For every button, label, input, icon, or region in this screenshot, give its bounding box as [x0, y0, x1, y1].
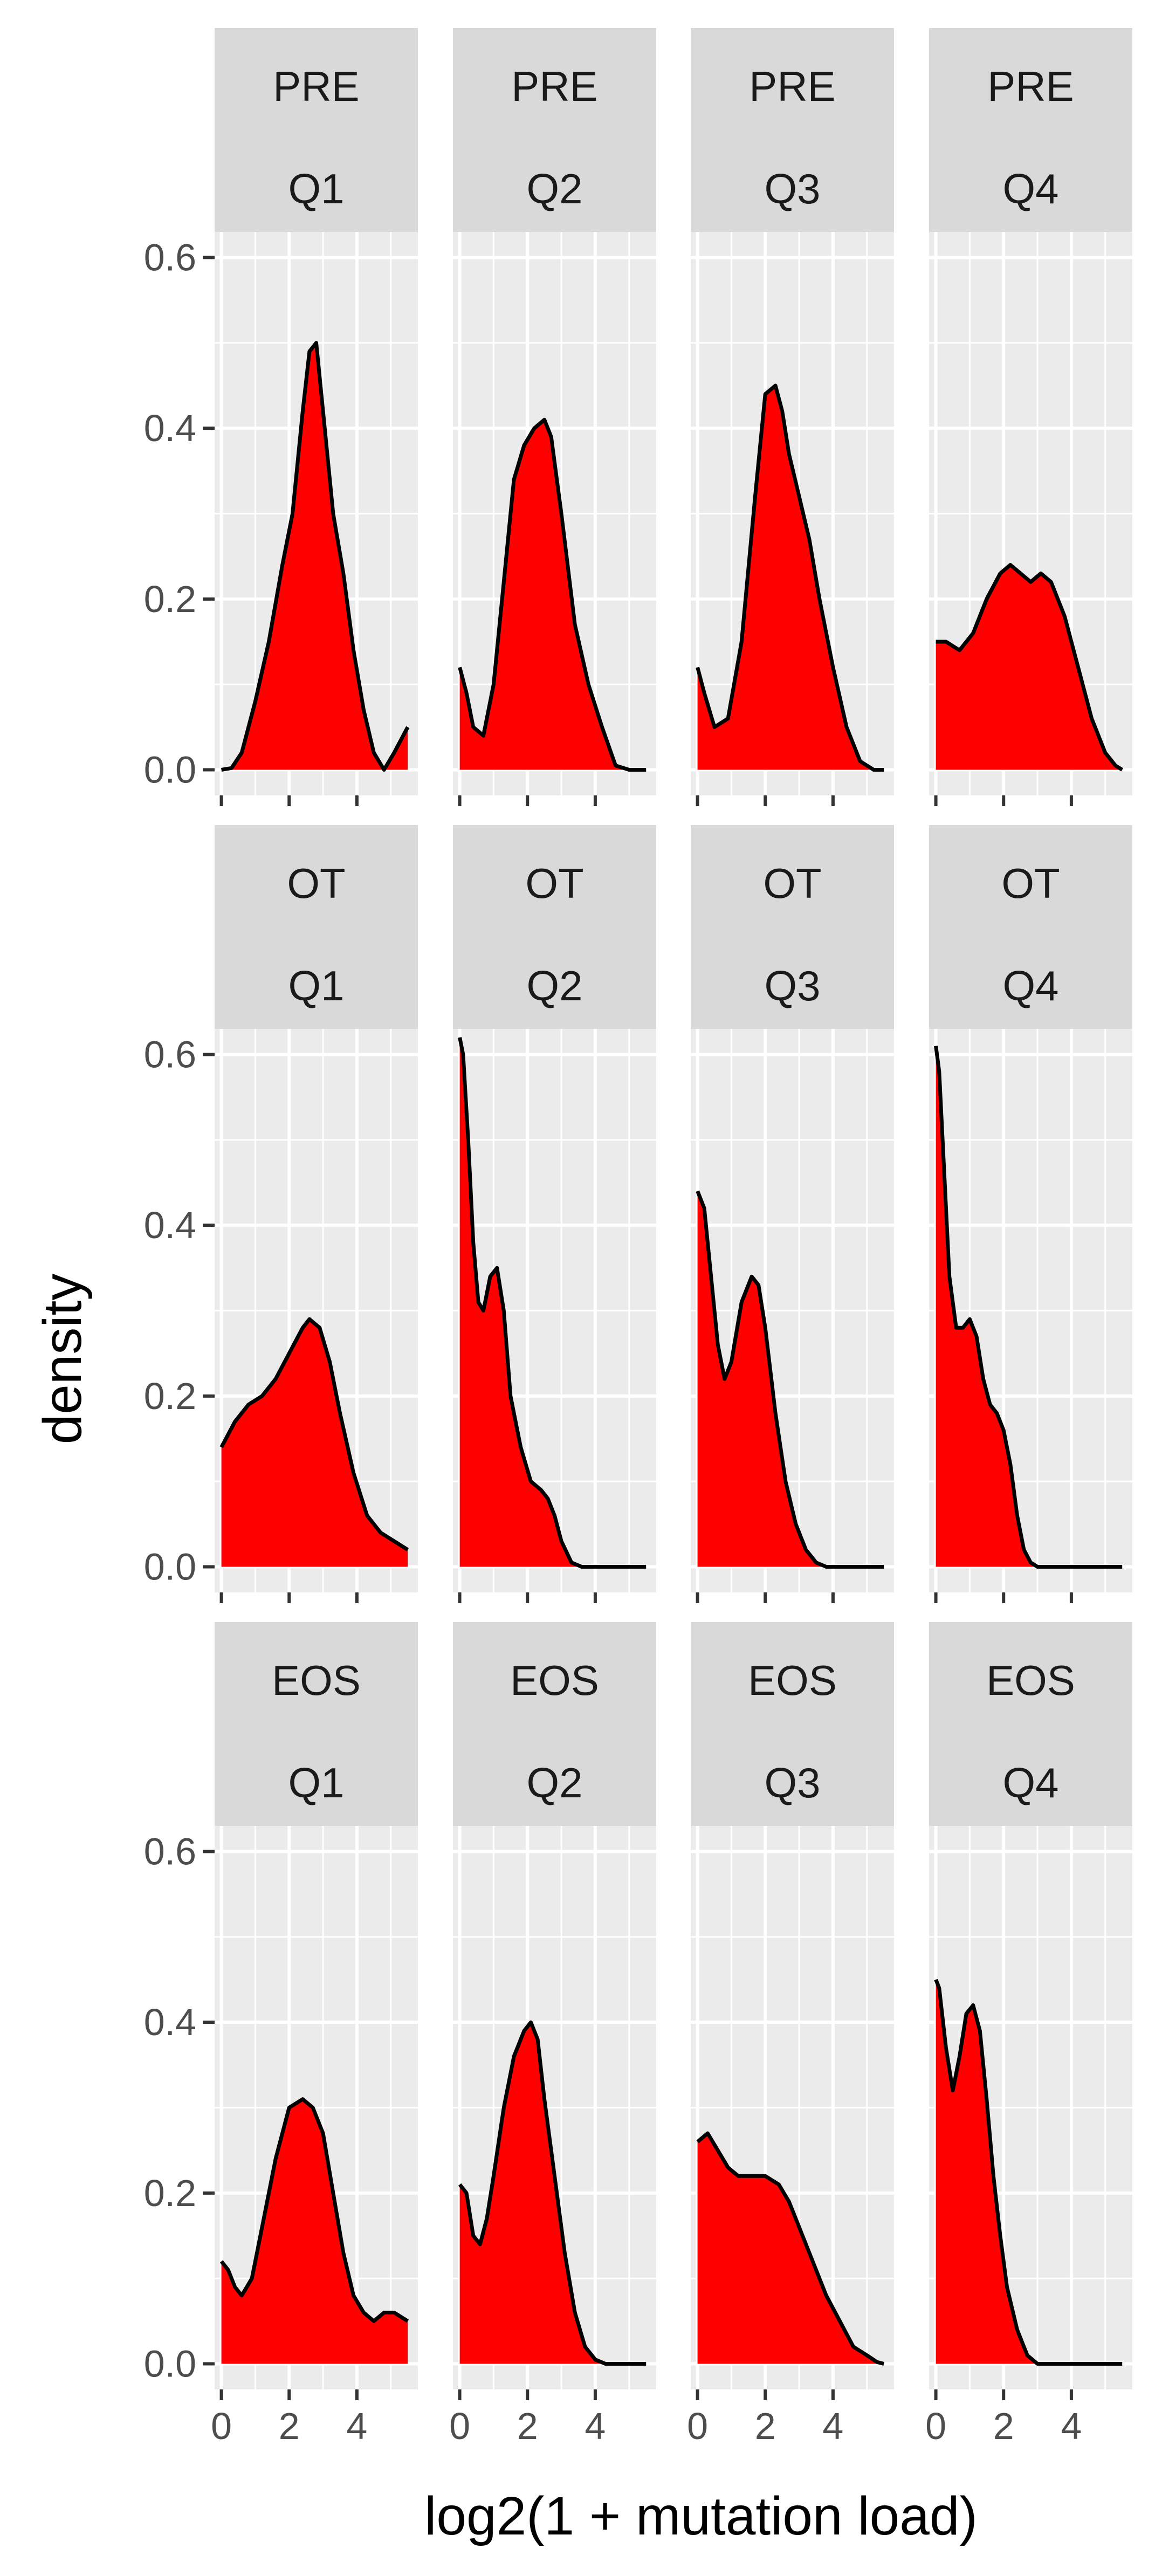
- strip-box: [453, 825, 656, 1029]
- x-tick-label: 2: [755, 2405, 776, 2447]
- strip-box: [215, 1622, 418, 1826]
- density-line: [936, 563, 1124, 772]
- strip-box: [929, 1622, 1132, 1826]
- strip-box: [929, 28, 1132, 232]
- strip-label-col: Q2: [526, 962, 582, 1009]
- x-tick-label: 4: [1061, 2405, 1082, 2447]
- strip-label-row: OT: [763, 860, 821, 907]
- density-area: [459, 1037, 647, 1567]
- density-line: [934, 1046, 1123, 1569]
- strip-label-col: Q3: [764, 1759, 820, 1806]
- strip-label-row: PRE: [511, 63, 597, 110]
- strip-label-row: PRE: [987, 63, 1074, 110]
- y-tick-label: 0.0: [144, 2343, 196, 2385]
- density-area: [459, 2022, 647, 2364]
- x-tick-label: 0: [687, 2405, 708, 2447]
- y-axis-title: density: [32, 1274, 93, 1445]
- strip-box: [691, 825, 894, 1029]
- strip-label-col: Q4: [1002, 1759, 1058, 1806]
- x-axis-title: log2(1 + mutation load): [424, 2486, 978, 2546]
- y-tick-label: 0.4: [144, 1204, 196, 1246]
- x-tick-label: 0: [449, 2405, 470, 2447]
- strip-label-col: Q2: [526, 165, 582, 212]
- strip-box: [453, 1622, 656, 1826]
- density-area: [221, 2099, 408, 2364]
- y-tick-label: 0.2: [144, 2172, 196, 2214]
- strip-label-row: PRE: [749, 63, 835, 110]
- strip-box: [215, 28, 418, 232]
- density-line: [696, 1190, 884, 1569]
- strip-label-row: EOS: [986, 1657, 1075, 1704]
- x-tick-label: 4: [822, 2405, 843, 2447]
- y-tick-label: 0.6: [144, 1034, 196, 1076]
- strip-label-row: OT: [525, 860, 583, 907]
- strip-box: [929, 825, 1132, 1029]
- density-line: [458, 1037, 647, 1569]
- y-tick-label: 0.2: [144, 1375, 196, 1417]
- strip-label-col: Q4: [1002, 165, 1058, 212]
- x-tick-label: 2: [517, 2405, 538, 2447]
- y-tick-label: 0.2: [144, 578, 196, 620]
- y-tick-label: 0.0: [144, 749, 196, 791]
- strip-label-row: PRE: [273, 63, 359, 110]
- density-line: [219, 1317, 409, 1551]
- strip-label-col: Q3: [764, 962, 820, 1009]
- x-tick-label: 2: [993, 2405, 1014, 2447]
- y-tick-label: 0.4: [144, 2001, 196, 2043]
- y-tick-label: 0.6: [144, 237, 196, 279]
- strip-label-col: Q1: [288, 1759, 344, 1806]
- strip-box: [215, 825, 418, 1029]
- strip-box: [453, 28, 656, 232]
- x-tick-label: 0: [211, 2405, 232, 2447]
- strip-label-row: EOS: [748, 1657, 837, 1704]
- density-area: [697, 2133, 884, 2364]
- density-line: [221, 341, 410, 772]
- density-line: [458, 2020, 647, 2366]
- strip-label-col: Q3: [764, 165, 820, 212]
- density-area: [697, 386, 884, 770]
- density-line: [458, 417, 647, 772]
- strip-label-col: Q4: [1002, 962, 1058, 1009]
- x-tick-label: 4: [346, 2405, 367, 2447]
- strip-box: [691, 1622, 894, 1826]
- density-line: [696, 383, 884, 772]
- strip-label-col: Q1: [288, 165, 344, 212]
- density-area: [936, 1046, 1123, 1567]
- x-tick-label: 4: [585, 2405, 606, 2447]
- y-tick-label: 0.6: [144, 1831, 196, 1873]
- strip-label-col: Q1: [288, 962, 344, 1009]
- strip-label-col: Q2: [526, 1759, 582, 1806]
- density-area: [697, 1191, 884, 1567]
- density-area: [221, 1319, 408, 1567]
- x-tick-label: 2: [279, 2405, 300, 2447]
- density-area: [936, 565, 1123, 770]
- y-tick-label: 0.4: [144, 407, 196, 449]
- density-line: [219, 2097, 409, 2323]
- y-tick-label: 0.0: [144, 1546, 196, 1588]
- x-tick-label: 0: [925, 2405, 946, 2447]
- strip-box: [691, 28, 894, 232]
- strip-label-row: OT: [287, 860, 345, 907]
- density-line: [934, 1979, 1123, 2366]
- density-area: [459, 420, 647, 770]
- strip-label-row: EOS: [272, 1657, 361, 1704]
- density-line: [696, 2131, 885, 2366]
- strip-label-row: EOS: [510, 1657, 599, 1704]
- density-area: [221, 342, 408, 770]
- strip-label-row: OT: [1001, 860, 1060, 907]
